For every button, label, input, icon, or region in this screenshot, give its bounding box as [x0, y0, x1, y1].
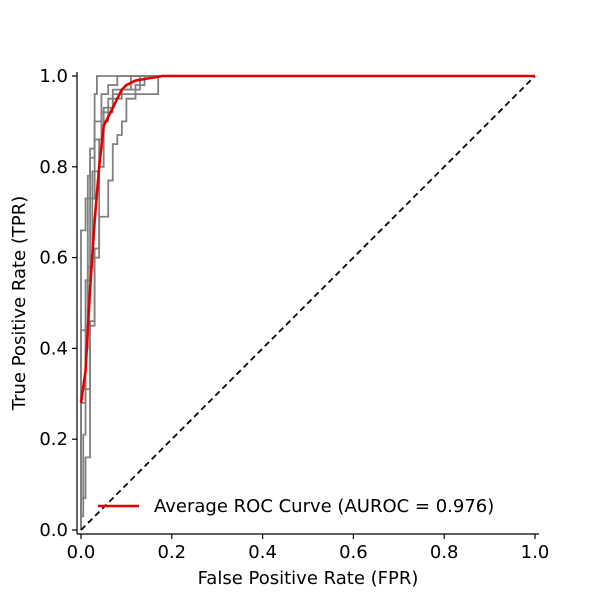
x-tick-label: 0.8	[430, 542, 459, 563]
fold-curve-6	[80, 75, 535, 530]
y-tick-label: 0.6	[39, 248, 68, 269]
y-tick-label: 0.2	[39, 429, 68, 450]
x-axis-label: False Positive Rate (FPR)	[198, 568, 419, 589]
fold-curve-5	[80, 75, 535, 530]
y-axis-label: True Positive Rate (TPR)	[9, 196, 30, 411]
chance-line-group	[80, 75, 536, 531]
x-tick-label: 0.0	[67, 542, 96, 563]
fold-curve-1	[80, 75, 535, 530]
y-axis-ticks: 0.0 0.2 0.4 0.6 0.8 1.0	[39, 66, 77, 541]
x-tick-label: 0.2	[157, 542, 186, 563]
y-tick-label: 0.8	[39, 157, 68, 178]
average-curve-group	[79, 74, 535, 404]
x-tick-label: 1.0	[521, 542, 550, 563]
y-tick-label: 0.4	[39, 338, 68, 359]
x-tick-label: 0.4	[248, 542, 277, 563]
y-tick-label: 1.0	[39, 66, 68, 87]
x-tick-label: 0.6	[339, 542, 368, 563]
chance-line	[80, 75, 536, 531]
plot-area	[79, 74, 536, 531]
legend-label: Average ROC Curve (AUROC = 0.976)	[154, 496, 494, 517]
legend: Average ROC Curve (AUROC = 0.976)	[98, 496, 494, 517]
average-roc-curve	[79, 74, 535, 404]
x-axis-ticks: 0.0 0.2 0.4 0.6 0.8 1.0	[67, 534, 550, 563]
y-tick-label: 0.0	[39, 520, 68, 541]
fold-curve-2	[80, 75, 535, 530]
